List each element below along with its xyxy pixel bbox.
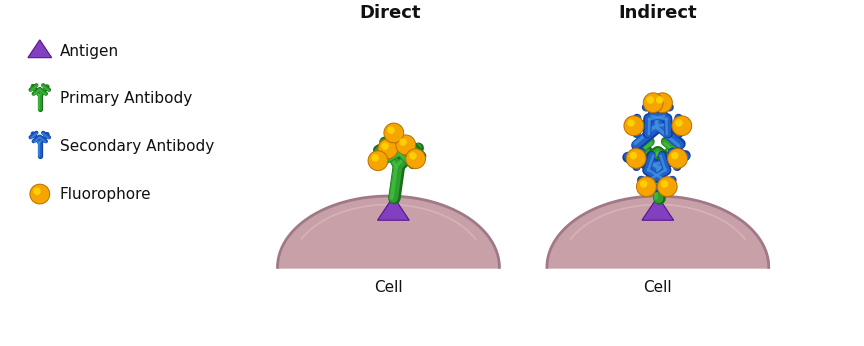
Circle shape — [381, 142, 389, 150]
Circle shape — [368, 151, 388, 171]
Circle shape — [672, 116, 692, 136]
Text: Direct: Direct — [359, 4, 421, 22]
Polygon shape — [28, 40, 52, 58]
Circle shape — [627, 119, 635, 127]
Circle shape — [640, 180, 647, 188]
Text: Fluorophore: Fluorophore — [60, 186, 151, 202]
Circle shape — [652, 93, 672, 113]
Circle shape — [661, 180, 668, 188]
Circle shape — [658, 177, 677, 197]
Circle shape — [399, 138, 407, 146]
Circle shape — [396, 135, 416, 155]
Circle shape — [630, 152, 637, 160]
Circle shape — [656, 96, 664, 104]
Circle shape — [33, 188, 41, 195]
Polygon shape — [642, 197, 674, 220]
Polygon shape — [378, 197, 410, 220]
Circle shape — [676, 119, 683, 127]
Circle shape — [626, 148, 646, 169]
Circle shape — [378, 139, 397, 159]
Text: Secondary Antibody: Secondary Antibody — [60, 139, 214, 154]
Circle shape — [372, 154, 379, 162]
Text: Antigen: Antigen — [60, 44, 118, 59]
Circle shape — [637, 177, 657, 197]
Circle shape — [387, 126, 395, 134]
Circle shape — [384, 123, 403, 143]
Circle shape — [668, 148, 688, 169]
Circle shape — [644, 93, 663, 113]
Circle shape — [30, 184, 50, 204]
Text: Primary Antibody: Primary Antibody — [60, 91, 192, 107]
Circle shape — [409, 152, 416, 160]
Text: Cell: Cell — [644, 280, 672, 295]
Text: Cell: Cell — [374, 280, 403, 295]
Circle shape — [671, 152, 678, 160]
Circle shape — [624, 116, 644, 136]
Circle shape — [646, 96, 654, 104]
Text: Indirect: Indirect — [619, 4, 697, 22]
Circle shape — [406, 149, 425, 169]
